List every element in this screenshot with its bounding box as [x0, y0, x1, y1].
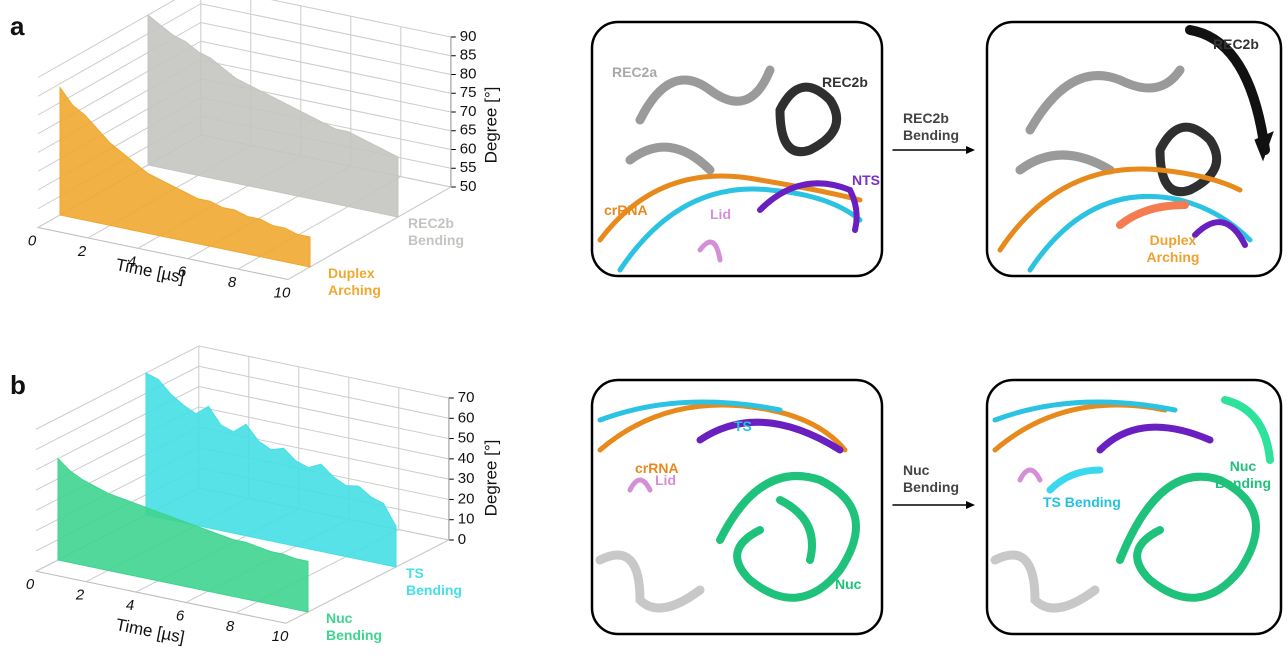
- legend-label: TS Bending: [406, 565, 462, 598]
- structure-label: TS: [734, 418, 752, 434]
- grid-line: [35, 345, 449, 430]
- area: [59, 85, 311, 268]
- structure-label: Nuc Bending: [1215, 458, 1271, 491]
- y-tick-label: 50: [458, 430, 475, 447]
- x-tick-label: 4: [126, 597, 134, 614]
- arrow-label: REC2b Bending: [903, 110, 959, 143]
- y-tick-label: 85: [460, 47, 477, 64]
- y-axis-title: Degree [°]: [481, 440, 500, 517]
- y-tick-label: 75: [460, 84, 477, 101]
- y-tick-label: 90: [460, 28, 477, 45]
- grid-line: [287, 37, 452, 280]
- grid-line: [37, 0, 451, 78]
- panel-label: a: [10, 11, 25, 41]
- x-tick-label: 10: [274, 284, 291, 301]
- y-tick-label: 60: [458, 409, 475, 426]
- x-tick-label: 10: [272, 628, 289, 645]
- structure-label: REC2a: [612, 64, 658, 80]
- y-tick-label: 70: [458, 389, 475, 406]
- x-tick-label: 2: [77, 243, 87, 260]
- y-tick-label: 40: [458, 450, 475, 467]
- y-tick-label: 10: [458, 511, 475, 528]
- y-tick-label: 60: [460, 140, 477, 157]
- structure-label: crRNA: [604, 202, 648, 218]
- y-tick-label: 70: [460, 103, 477, 120]
- x-tick-label: 0: [28, 232, 37, 249]
- structure-label: Duplex Arching: [1146, 232, 1200, 265]
- x-tick-label: 8: [226, 618, 235, 635]
- x-tick-label: 0: [26, 576, 35, 593]
- structure-label: Nuc: [835, 576, 862, 592]
- x-tick-label: 2: [75, 587, 85, 604]
- y-tick-label: 80: [460, 65, 477, 82]
- structure-label: NTS: [852, 172, 880, 188]
- y-tick-label: 50: [460, 178, 477, 195]
- y-tick-label: 0: [458, 531, 466, 548]
- area: [57, 457, 309, 613]
- structure-label: REC2b: [822, 74, 868, 90]
- x-tick-label: 6: [176, 607, 185, 624]
- structure-label: Lid: [710, 206, 731, 222]
- structure-label: Lid: [655, 472, 676, 488]
- panel-label: b: [10, 370, 26, 400]
- y-tick-label: 65: [460, 122, 477, 139]
- legend-label: Nuc Bending: [326, 610, 382, 643]
- legend-label: REC2b Bending: [408, 215, 464, 248]
- x-tick-label: 8: [228, 274, 237, 291]
- grid-line: [285, 398, 450, 624]
- structure-art: [590, 20, 1283, 636]
- y-tick-label: 55: [460, 159, 477, 176]
- x-tick-label: 6: [178, 264, 187, 281]
- arrow-label: Nuc Bending: [903, 462, 959, 495]
- structure-label: crRNA: [635, 460, 679, 476]
- area: [145, 372, 397, 568]
- structure-label: REC2b: [1213, 36, 1259, 52]
- y-tick-label: 30: [458, 470, 475, 487]
- y-axis-title: Degree [°]: [481, 87, 500, 164]
- y-tick-label: 20: [458, 490, 475, 507]
- structure-label: TS Bending: [1043, 494, 1121, 510]
- x-tick-label: 4: [128, 253, 136, 270]
- legend-label: Duplex Arching: [328, 265, 381, 298]
- area: [147, 13, 399, 218]
- x-axis-title: Time [µs]: [114, 255, 186, 287]
